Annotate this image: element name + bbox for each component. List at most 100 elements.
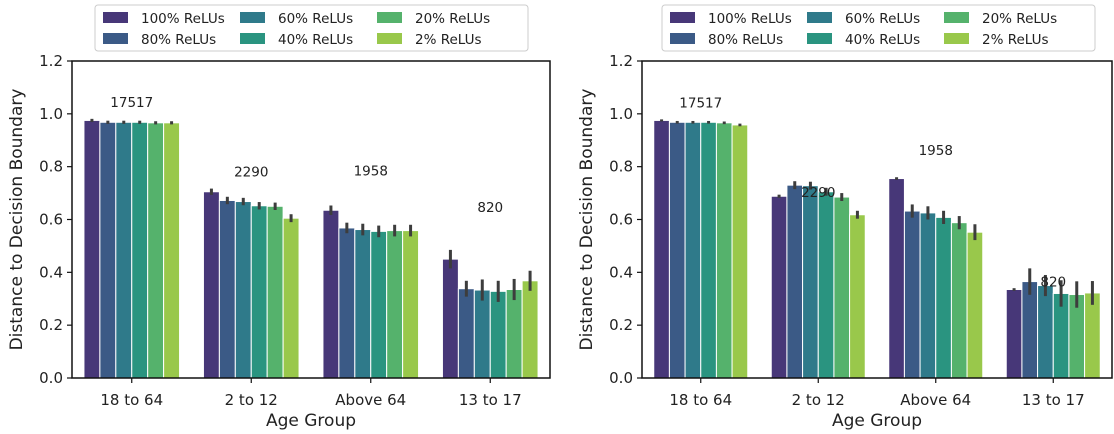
legend-label: 40% ReLUs [845,32,920,48]
bar-18-to-64-series-6 [731,124,749,379]
legend-swatch [240,12,265,23]
bar-above-64-series-6 [966,231,984,379]
bar-18-to-64-series-1 [83,119,101,379]
bar-18-to-64-series-3 [684,121,702,379]
legend-label: 40% ReLUs [278,32,353,48]
legend-swatch [103,12,128,23]
bar-2-to-12-series-4 [250,205,268,379]
bar-2-to-12-series-4 [817,191,835,379]
chart-panel-2: 17517 2290 1958 820 0.0 0.2 0.4 0.6 0.8 1.0 1.2 18 … [577,4,1113,431]
bar-above-64-series-3 [354,229,372,379]
bar-2-to-12-series-5 [833,196,851,379]
legend-label: 2% ReLUs [982,32,1049,48]
legend-swatch [670,12,695,23]
bar-2-to-12-series-2 [786,184,804,379]
x-tick-label: Above 64 [900,391,971,409]
bar-2-to-12-series-1 [770,195,788,379]
bar-above-64-series-5 [950,222,968,379]
bar-18-to-64-series-2 [668,121,686,379]
legend-label: 80% ReLUs [708,32,783,48]
y-tick-label: 0.6 [39,211,63,229]
y-tick-label: 1.2 [609,52,633,70]
y-tick-label: 1.2 [39,52,63,70]
bar-above-64-series-4 [370,230,388,379]
bar-18-to-64-series-6 [163,122,181,379]
y-tick-label: 0.6 [609,211,633,229]
bar-18-to-64-series-2 [99,121,117,379]
bar-18-to-64-series-5 [715,122,733,379]
legend-swatch [377,12,402,23]
bar-13-to-17-series-3 [1037,285,1054,379]
y-tick-label: 0.2 [39,316,63,334]
y-tick-label: 0.0 [609,369,633,387]
x-tick-label: 2 to 12 [225,391,278,409]
bar-13-to-17-series-2 [1021,281,1039,379]
count-label: 17517 [110,95,153,111]
bar-above-64-series-1 [888,178,905,379]
legend-label: 20% ReLUs [982,11,1057,27]
count-label: 1958 [354,164,388,180]
bar-13-to-17-series-4 [489,290,507,379]
bar-2-to-12-series-1 [202,191,220,379]
x-tick-label: 2 to 12 [792,391,845,409]
bar-18-to-64-series-5 [147,122,165,379]
legend-swatch [670,33,695,44]
count-label: 2290 [234,165,268,181]
y-tick-label: 0.2 [609,316,633,334]
count-label: 1958 [919,143,953,159]
bar-13-to-17-series-1 [441,258,459,379]
bar-above-64-series-5 [386,230,404,379]
legend-label: 60% ReLUs [845,11,920,27]
bar-2-to-12-series-3 [234,201,252,379]
bar-2-to-12-series-2 [218,199,236,379]
bar-2-to-12-series-6 [849,214,866,379]
bar-above-64-series-6 [402,230,420,379]
legend-swatch [944,12,969,23]
bar-13-to-17-series-1 [1005,289,1023,379]
y-axis-title: Distance to Decision Boundary [577,89,597,351]
legend-label: 20% ReLUs [415,11,490,27]
legend-label: 60% ReLUs [278,11,353,27]
bar-above-64-series-2 [338,227,356,379]
x-tick-label: 18 to 64 [100,391,163,409]
x-axis-title: Age Group [266,411,356,431]
legend-swatch [103,33,128,44]
legend: 100% ReLUs 80% ReLUs 60% ReLUs 40% ReLUs 20%… [661,4,1096,52]
bar-above-64-series-2 [903,210,921,379]
x-axis-title: Age Group [832,411,922,431]
legend: 100% ReLUs 80% ReLUs 60% ReLUs 40% ReLUs 20%… [94,4,529,52]
count-label: 2290 [801,185,835,201]
chart-panel-1: 17517 2290 1958 820 0.0 0.2 0.4 0.6 0.8 1.0 1.2 18 … [7,4,551,431]
y-tick-label: 0.4 [609,263,633,281]
y-tick-label: 1.0 [609,105,633,123]
legend-box [94,4,529,52]
y-axis-title: Distance to Decision Boundary [7,89,27,351]
bar-2-to-12-series-6 [282,217,300,379]
bar-18-to-64-series-3 [115,121,133,379]
legend-swatch [240,33,265,44]
bar-13-to-17-series-2 [457,288,475,379]
bar-18-to-64-series-4 [131,121,149,379]
bar-18-to-64-series-4 [700,121,717,379]
x-tick-label: 13 to 17 [1022,391,1085,409]
bar-13-to-17-series-6 [1084,292,1101,379]
bar-2-to-12-series-5 [266,205,284,379]
legend-swatch [944,33,969,44]
legend-label: 100% ReLUs [141,11,225,27]
x-tick-label: Above 64 [335,391,406,409]
y-tick-label: 1.0 [39,105,63,123]
count-label: 17517 [679,95,722,111]
legend-box [661,4,1096,52]
bar-13-to-17-series-6 [521,280,539,379]
x-tick-label: 18 to 64 [669,391,732,409]
y-tick-label: 0.4 [39,263,63,281]
x-tick-label: 13 to 17 [459,391,522,409]
bar-18-to-64-series-1 [653,119,670,379]
legend-swatch [807,33,832,44]
legend-swatch [807,12,832,23]
legend-label: 80% ReLUs [141,32,216,48]
y-tick-label: 0.8 [609,158,633,176]
bar-above-64-series-4 [935,216,952,379]
count-label: 820 [477,200,503,216]
